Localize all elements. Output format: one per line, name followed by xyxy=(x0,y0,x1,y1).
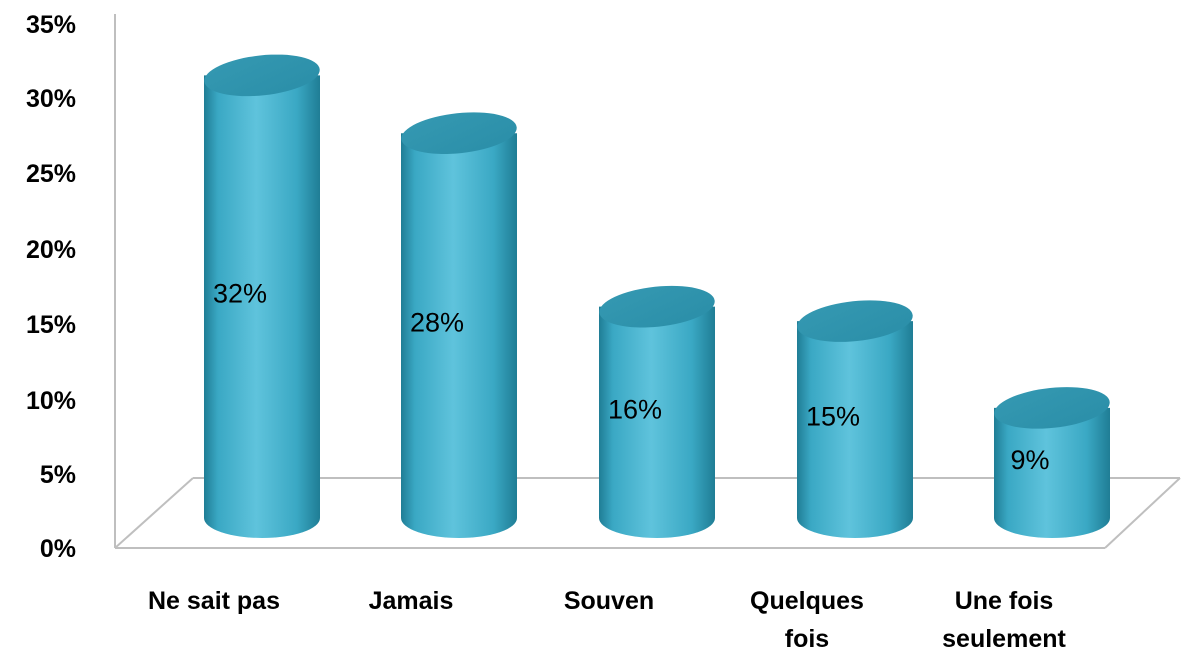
y-tick-label: 20% xyxy=(26,236,76,264)
x-tick-label: Une fois seulement xyxy=(942,587,1066,653)
y-tick-label: 25% xyxy=(26,160,76,188)
y-tick-label: 35% xyxy=(26,11,76,39)
x-tick-label: Quelques fois xyxy=(750,587,864,653)
x-axis-ticks: Ne sait pas Jamais Souven Quelques fois Une f… xyxy=(148,587,1067,653)
data-labels: 32% 28% 16% 15% 9% xyxy=(213,279,1050,475)
floor-left-edge xyxy=(114,477,194,549)
bar xyxy=(797,300,913,538)
x-tick-label: Ne sait pas xyxy=(148,587,280,615)
bar-top xyxy=(797,300,913,342)
bar-body xyxy=(797,321,913,538)
bar-body xyxy=(599,306,715,538)
bar-body xyxy=(994,407,1110,538)
y-tick-label: 0% xyxy=(40,535,76,563)
bar xyxy=(994,387,1110,538)
bar xyxy=(401,112,517,538)
floor-right-edge xyxy=(1104,477,1181,549)
y-tick-label: 10% xyxy=(26,387,76,415)
y-tick-label: 5% xyxy=(40,461,76,489)
y-axis-ticks: 0% 5% 10% 15% 20% 25% 30% 35% xyxy=(26,11,76,563)
x-tick-label: Jamais xyxy=(369,587,454,615)
data-label: 9% xyxy=(1010,445,1049,475)
bar-top xyxy=(401,112,517,154)
y-tick-label: 30% xyxy=(26,85,76,113)
bar-body xyxy=(204,75,320,538)
bar-top xyxy=(994,387,1110,429)
bars xyxy=(204,54,1110,538)
data-label: 16% xyxy=(608,394,662,424)
data-label: 28% xyxy=(410,308,464,338)
data-label: 15% xyxy=(806,402,860,432)
bar-top xyxy=(204,54,320,97)
x-tick-label: Souven xyxy=(564,587,654,615)
bar xyxy=(599,285,715,538)
data-label: 32% xyxy=(213,279,267,309)
bar xyxy=(204,54,320,538)
bar-body xyxy=(401,133,517,538)
y-tick-label: 15% xyxy=(26,311,76,339)
bar-top xyxy=(599,285,715,328)
